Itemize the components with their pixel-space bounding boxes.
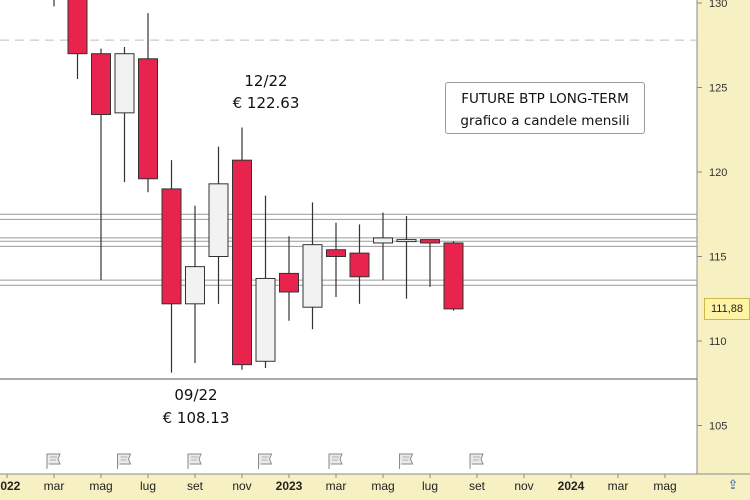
x-tick-label: mag bbox=[371, 479, 394, 493]
x-tick-label: set bbox=[187, 479, 204, 493]
x-tick-label: lug bbox=[422, 479, 438, 493]
x-tick-label: nov bbox=[514, 479, 533, 493]
candle bbox=[208, 146, 229, 304]
candle bbox=[114, 46, 135, 183]
event-flag-icon[interactable] bbox=[187, 453, 202, 469]
x-tick-label: mar bbox=[44, 479, 65, 493]
candle bbox=[443, 241, 464, 311]
y-axis-panel bbox=[697, 0, 750, 474]
candle bbox=[279, 236, 299, 321]
y-tick-label: 105 bbox=[709, 421, 727, 433]
candle bbox=[302, 202, 323, 330]
flag-shape bbox=[258, 453, 273, 469]
candle bbox=[138, 13, 158, 193]
chart-title: FUTURE BTP LONG-TERM bbox=[461, 91, 629, 107]
candle-body-bullish bbox=[255, 277, 276, 362]
flag-shape bbox=[399, 453, 414, 469]
candle-body-bullish bbox=[185, 266, 205, 305]
x-axis-ticks: 2022 mar mag lug set nov 2023 mar mag lug set nov 20… bbox=[0, 474, 677, 493]
flag-lines bbox=[120, 456, 128, 461]
candle bbox=[396, 215, 417, 299]
x-tick-label: mar bbox=[326, 479, 347, 493]
flag-lines bbox=[50, 456, 57, 461]
event-flag-icon[interactable] bbox=[399, 453, 414, 469]
candle-body-bearish bbox=[161, 188, 182, 305]
x-tick-label: mar bbox=[608, 479, 629, 493]
x-tick-label: mag bbox=[89, 479, 112, 493]
x-tick-label: mag bbox=[653, 479, 676, 493]
annotation-low-period: 09/22 bbox=[174, 386, 217, 404]
annotation-high-value: € 122.63 bbox=[233, 94, 300, 112]
flag-lines bbox=[191, 456, 198, 461]
annotation-low-value: € 108.13 bbox=[163, 409, 230, 427]
candle bbox=[67, 0, 88, 80]
candle-body-bearish bbox=[232, 159, 252, 366]
x-tick-label: 2023 bbox=[276, 479, 303, 493]
x-tick-label: set bbox=[469, 479, 486, 493]
candle-body-bearish bbox=[420, 239, 440, 244]
y-tick-label: 130 bbox=[709, 0, 727, 10]
candle-body-bullish bbox=[396, 239, 417, 243]
export-icon[interactable]: ⇪ bbox=[727, 478, 739, 493]
candle bbox=[232, 127, 252, 370]
x-tick-label: 2022 bbox=[0, 479, 21, 493]
candle bbox=[255, 195, 276, 369]
candle bbox=[161, 160, 182, 373]
candle bbox=[349, 224, 370, 304]
chart-title-box: FUTURE BTP LONG-TERM grafico a candele m… bbox=[445, 82, 645, 134]
flag-shape bbox=[46, 453, 61, 469]
candle-body-bearish bbox=[279, 272, 299, 293]
x-tick-label: nov bbox=[232, 479, 251, 493]
event-flags bbox=[46, 453, 484, 469]
candle-body-bearish bbox=[443, 242, 464, 310]
flag-lines bbox=[332, 456, 339, 461]
event-flag-icon[interactable] bbox=[258, 453, 273, 469]
horizontal-levels bbox=[0, 39, 697, 286]
event-flag-icon[interactable] bbox=[328, 453, 343, 469]
x-tick-label: lug bbox=[140, 479, 156, 493]
candles bbox=[53, 0, 464, 373]
flag-shape bbox=[328, 453, 343, 469]
candle bbox=[373, 212, 393, 281]
candle bbox=[185, 205, 205, 363]
x-axis-panel bbox=[0, 474, 750, 500]
y-tick-label: 110 bbox=[709, 336, 727, 348]
candle-body-bearish bbox=[91, 53, 111, 116]
candle-body-bullish bbox=[302, 244, 323, 308]
y-tick-label: 125 bbox=[709, 83, 727, 95]
x-tick-label: 2024 bbox=[558, 479, 585, 493]
candle-body-bullish bbox=[373, 237, 393, 244]
flag-lines bbox=[473, 456, 480, 461]
candle bbox=[91, 48, 111, 281]
event-flag-icon[interactable] bbox=[117, 453, 132, 469]
candle bbox=[420, 239, 440, 287]
candle bbox=[326, 222, 346, 298]
event-flag-icon[interactable] bbox=[469, 453, 484, 469]
candle-body-bullish bbox=[114, 53, 135, 114]
flag-shape bbox=[187, 453, 202, 469]
candle-body-bearish bbox=[326, 249, 346, 258]
last-price-badge: 111,88 bbox=[704, 298, 750, 320]
candle-body-bearish bbox=[138, 58, 158, 180]
flag-lines bbox=[261, 456, 269, 461]
candle-body-bearish bbox=[67, 0, 88, 55]
y-tick-label: 115 bbox=[709, 252, 727, 264]
chart-subtitle: grafico a candele mensili bbox=[460, 113, 630, 129]
event-flag-icon[interactable] bbox=[46, 453, 61, 469]
y-tick-label: 120 bbox=[709, 167, 727, 179]
annotation-high-period: 12/22 bbox=[244, 72, 287, 90]
flag-shape bbox=[469, 453, 484, 469]
candle-body-bearish bbox=[349, 252, 370, 278]
y-axis-ticks: 105 110 115 120 125 130 bbox=[697, 0, 727, 433]
flag-lines bbox=[402, 456, 410, 461]
candle-body-bullish bbox=[208, 183, 229, 257]
flag-shape bbox=[117, 453, 132, 469]
